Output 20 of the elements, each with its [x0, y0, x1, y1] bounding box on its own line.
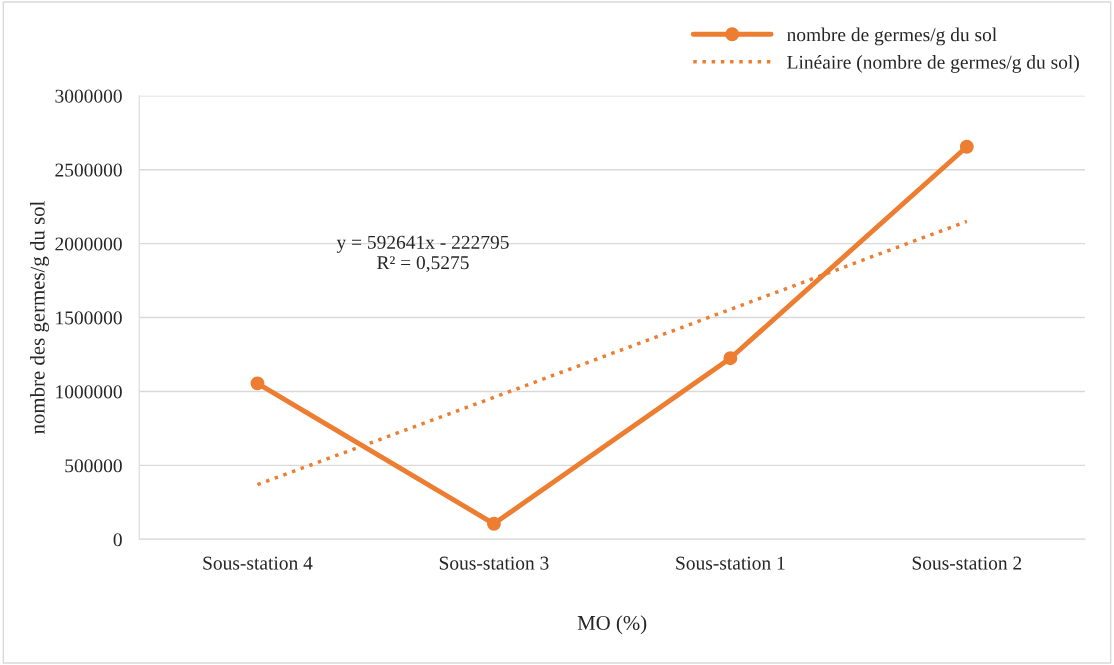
x-axis-title: MO (%) — [577, 615, 647, 635]
point — [486, 516, 501, 531]
y-tick-label: 1000000 — [56, 385, 122, 399]
y-tick-label: 0 — [113, 533, 122, 547]
y-axis-title: nombre des germes/g du sol — [30, 201, 49, 434]
y-tick-label: 500000 — [65, 459, 122, 473]
annotation: y = 592641x - 222795 R² = 0,5275 — [336, 235, 509, 273]
x-tick-label: Sous-station 2 — [912, 556, 1022, 570]
y-tick-label: 2500000 — [55, 163, 122, 177]
y-tick-label: 3000000 — [55, 89, 122, 103]
x-tick-label: Sous-station 3 — [439, 556, 549, 570]
y-tick-label: 2000000 — [55, 237, 122, 251]
x-tick-label: Sous-station 1 — [676, 556, 785, 570]
point — [250, 376, 265, 391]
legend-label: Linéaire (nombre de germes/g du sol) — [787, 55, 1079, 73]
legend-label: nombre de germes/g du sol — [787, 27, 997, 46]
point — [723, 351, 738, 366]
x-tick-label: Sous-station 4 — [203, 556, 313, 570]
y-tick-label: 1500000 — [56, 311, 122, 325]
point — [959, 139, 974, 154]
